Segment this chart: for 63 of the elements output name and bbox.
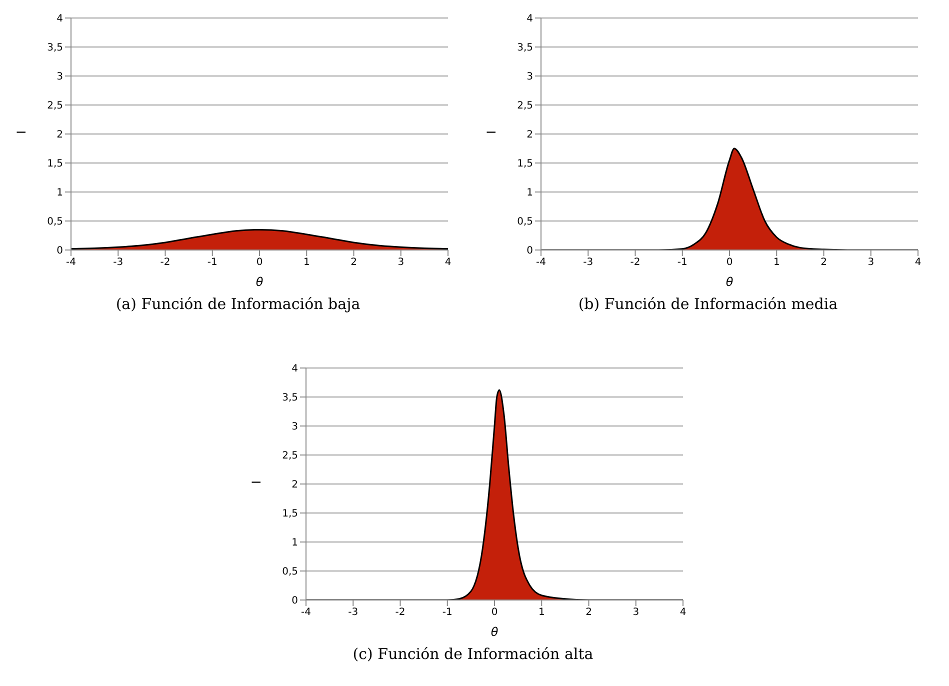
x-tick-label: 3: [632, 607, 640, 618]
x-tick-label: -1: [442, 607, 452, 618]
x-tick-label: 1: [303, 257, 310, 268]
x-tick-label: 2: [586, 607, 592, 618]
y-tick-label: 4: [56, 14, 63, 25]
y-tick-label: 1,5: [47, 158, 63, 170]
y-tick-label: 3,5: [47, 42, 63, 54]
x-tick-label: 4: [914, 257, 922, 268]
y-tick-label: 0: [56, 246, 63, 257]
y-axis-title: I: [249, 480, 264, 484]
x-tick-label: -3: [348, 607, 358, 618]
y-tick-label: 2: [292, 480, 298, 491]
x-tick-label: -2: [395, 607, 406, 618]
x-axis-title: θ: [256, 275, 264, 289]
y-tick-label: 1: [56, 188, 63, 199]
x-tick-label: 2: [350, 257, 357, 268]
y-tick-label: 4: [526, 14, 533, 25]
y-tick-label: 2: [526, 130, 533, 141]
y-tick-label: 2,5: [47, 100, 63, 112]
y-tick-label: 3: [526, 72, 533, 83]
y-tick-label: 1,5: [282, 508, 298, 520]
x-axis-title: θ: [726, 275, 734, 289]
x-tick-label: -2: [630, 257, 640, 268]
x-tick-label: 3: [868, 257, 874, 268]
x-tick-label: 1: [773, 257, 780, 268]
y-tick-label: 4: [292, 364, 298, 375]
y-tick-label: 3: [56, 72, 63, 83]
y-tick-label: 3,5: [282, 392, 298, 404]
x-tick-label: -2: [160, 257, 170, 268]
y-tick-label: 0,5: [47, 216, 63, 228]
x-tick-label: -1: [677, 257, 688, 268]
y-tick-label: 0,5: [282, 566, 298, 578]
y-tick-label: 1,5: [517, 158, 533, 170]
x-tick-label: 4: [680, 607, 686, 618]
y-tick-label: 0,5: [517, 216, 533, 228]
x-tick-label: -4: [66, 257, 76, 268]
y-tick-label: 3: [292, 422, 298, 433]
x-tick-label: 0: [256, 257, 263, 268]
y-tick-label: 1: [292, 538, 298, 549]
y-tick-label: 0: [526, 246, 533, 257]
x-tick-label: -3: [113, 257, 124, 268]
x-tick-label: -4: [301, 607, 311, 618]
y-tick-label: 3,5: [517, 42, 533, 54]
y-axis-title: I: [14, 130, 28, 134]
x-tick-label: 4: [444, 257, 452, 268]
y-tick-label: 2: [56, 130, 63, 141]
x-tick-label: 1: [538, 607, 545, 618]
y-axis-title: I: [484, 130, 498, 134]
x-axis-title: θ: [490, 625, 499, 639]
text: (a) Función de Información baja: [114, 295, 362, 313]
y-tick-label: 1: [526, 188, 533, 199]
x-tick-label: 3: [398, 257, 404, 268]
x-tick-label: -1: [207, 257, 218, 268]
text: (c) Función de Información alta: [352, 645, 594, 663]
x-tick-label: 2: [820, 257, 827, 268]
x-tick-label: -3: [583, 257, 594, 268]
x-tick-label: 0: [491, 607, 498, 618]
x-tick-label: 0: [726, 257, 733, 268]
y-tick-label: 2,5: [282, 450, 298, 462]
text: (b) Función de Información media: [577, 295, 839, 313]
y-tick-label: 2,5: [517, 100, 533, 112]
y-tick-label: 0: [292, 596, 298, 607]
x-tick-label: -4: [536, 257, 546, 268]
